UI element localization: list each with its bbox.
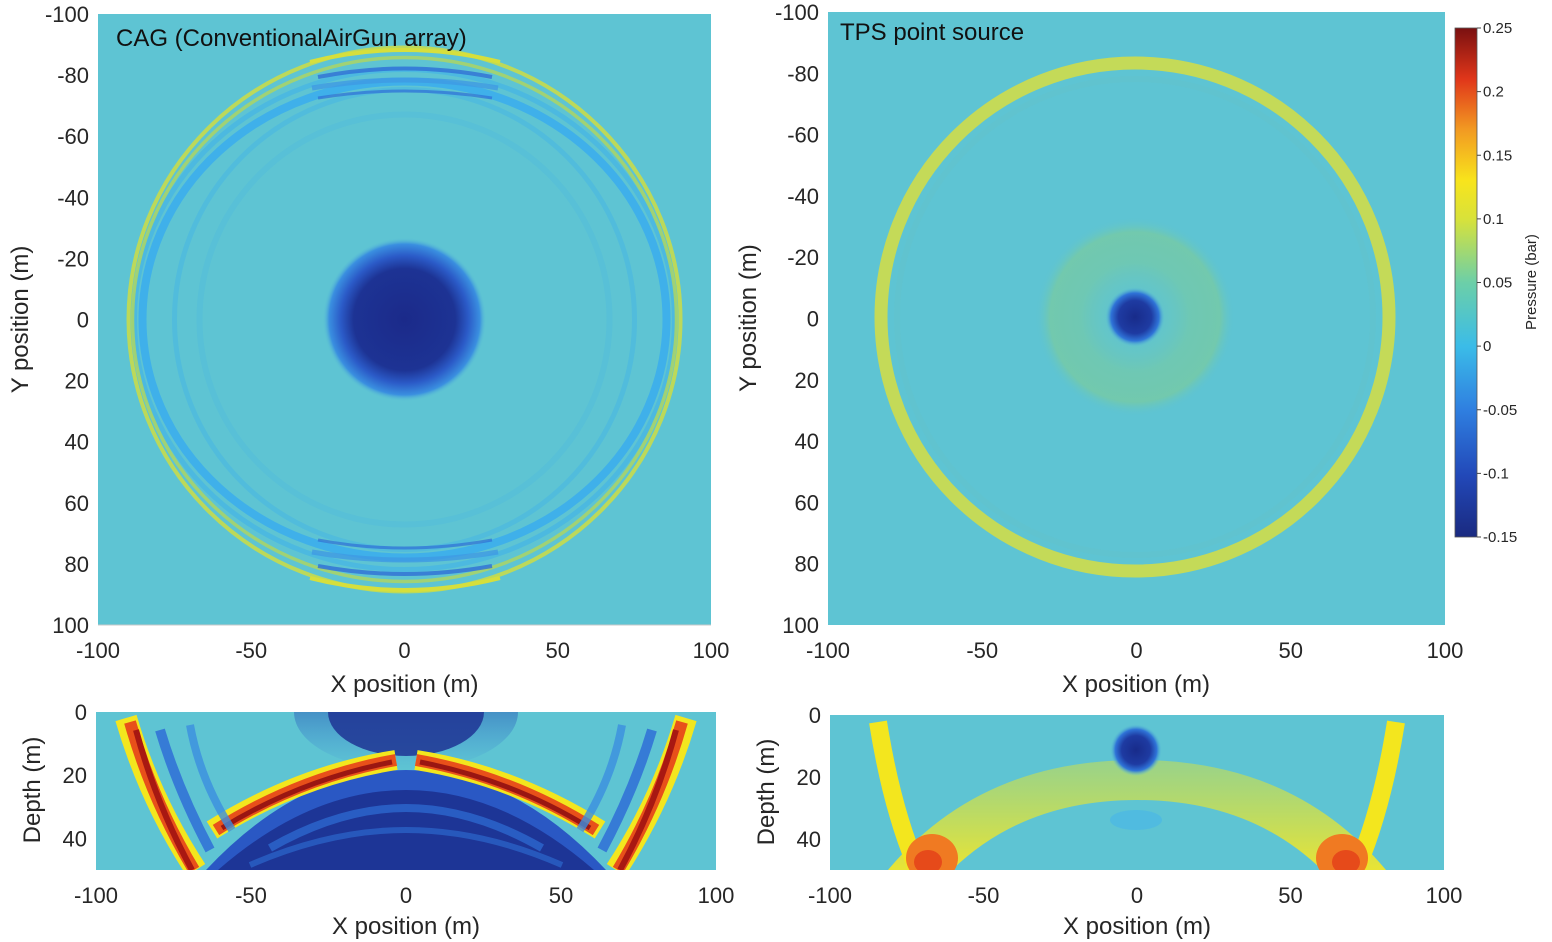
cag-depth-axes: -100 -50 0 50 100 0 20 40 [63,700,735,908]
y-tick-label: -80 [787,61,819,86]
y-tick-label: 0 [77,308,89,333]
y-tick-label: 100 [52,613,89,638]
cag-depth-xlabel: X position (m) [332,913,480,940]
y-tick-label: -20 [787,245,819,270]
y-tick-label: 100 [782,613,819,638]
cag-depth-ylabel: Depth (m) [19,737,46,844]
y-tick-label: 40 [65,430,89,455]
colorbar-tick-label: 0.25 [1483,20,1512,37]
y-tick-label: -80 [57,63,89,88]
tps-central-low-pressure [1105,287,1165,347]
colorbar-tick-label: 0 [1483,338,1491,355]
colorbar-label: Pressure (bar) [1523,234,1540,330]
tps-depth-panel: -100 -50 0 50 100 0 20 40 X position (m) Depth … [753,703,1462,940]
tps-plan-panel: TPS point source -100 -50 0 50 100-100-80-60… [735,0,1463,698]
y-tick-label: 0 [809,703,821,728]
y-tick-label: -40 [787,184,819,209]
y-tick-label: -60 [787,123,819,148]
x-tick-label: 50 [546,638,570,663]
y-tick-label: 20 [797,765,821,790]
y-tick-label: 60 [795,490,819,515]
y-tick-label: 60 [65,491,89,516]
x-tick-label: -100 [808,883,852,908]
tps-plan-xlabel: X position (m) [1062,671,1210,698]
x-tick-label: 100 [1426,883,1463,908]
x-tick-label: -50 [966,638,998,663]
cag-central-low-pressure [322,237,487,402]
tps-plan-axes: -100 -50 0 50 100-100-80-60-40-2002040608010… [775,0,1463,663]
y-tick-label: 40 [63,826,87,851]
colorbar-tick-label: 0.2 [1483,84,1504,101]
x-tick-label: 0 [400,883,412,908]
colorbar-tick-label: 0.05 [1483,275,1512,292]
x-tick-label: 0 [398,638,410,663]
y-tick-label: 20 [795,368,819,393]
y-tick-label: 0 [807,307,819,332]
y-tick-label: 40 [795,429,819,454]
x-tick-label: 100 [693,638,730,663]
tps-positive-ring [874,56,1396,578]
y-tick-label: -100 [45,2,89,27]
colorbar-gradient [1454,27,1478,538]
colorbar-tick-label: -0.1 [1483,465,1509,482]
cag-plan-xlabel: X position (m) [330,671,478,698]
y-tick-label: -20 [57,246,89,271]
y-tick-label: -60 [57,124,89,149]
y-tick-label: 20 [65,369,89,394]
y-tick-label: -40 [57,185,89,210]
x-tick-label: 50 [1279,638,1303,663]
x-tick-label: 100 [698,883,735,908]
colorbar-tick-label: 0.15 [1483,147,1512,164]
x-tick-label: 100 [1427,638,1464,663]
colorbar-tick-label: -0.15 [1483,529,1517,546]
x-tick-label: 50 [549,883,573,908]
y-tick-label: 40 [797,827,821,852]
tps-depth-positive-arc [888,760,1386,870]
tps-plan-ylabel: Y position (m) [735,244,762,392]
colorbar-tick-label: -0.05 [1483,402,1517,419]
x-tick-label: 0 [1130,638,1142,663]
tps-depth-ylabel: Depth (m) [753,739,780,846]
cag-plan-panel: CAG (ConventionalAirGun array) -100 -50 0 5… [7,2,729,698]
x-tick-label: -50 [235,638,267,663]
x-tick-label: -100 [806,638,850,663]
x-tick-label: -100 [76,638,120,663]
x-tick-label: 0 [1131,883,1143,908]
x-tick-label: -50 [968,883,1000,908]
x-tick-label: 50 [1278,883,1302,908]
cag-depth-panel: -100 -50 0 50 100 0 20 40 X position (m) Depth … [19,700,735,940]
tps-depth-axes: -100 -50 0 50 100 0 20 40 [797,703,1463,908]
y-tick-label: 80 [65,552,89,577]
cag-plan-axes: -100 -50 0 50 100-100-80-60-40-2002040608010… [45,2,729,663]
x-tick-label: -50 [235,883,267,908]
y-tick-label: 80 [795,552,819,577]
tps-plan-title: TPS point source [840,19,1024,46]
colorbar-ticks: 0.25 0.2 0.15 0.1 0.05 0 -0.05 -0.1 -0.15 [1477,20,1517,546]
y-tick-label: 20 [63,763,87,788]
cag-plan-ylabel: Y position (m) [7,246,34,394]
colorbar-tick-label: 0.1 [1483,211,1504,228]
tps-depth-low-pressure [1110,724,1162,776]
y-tick-label: 0 [75,700,87,725]
tps-depth-xlabel: X position (m) [1063,913,1211,940]
x-tick-label: -100 [74,883,118,908]
y-tick-label: -100 [775,0,819,25]
colorbar: 0.25 0.2 0.15 0.1 0.05 0 -0.05 -0.1 -0.15 Pressu… [1454,20,1540,546]
cag-plan-title: CAG (ConventionalAirGun array) [116,25,467,52]
